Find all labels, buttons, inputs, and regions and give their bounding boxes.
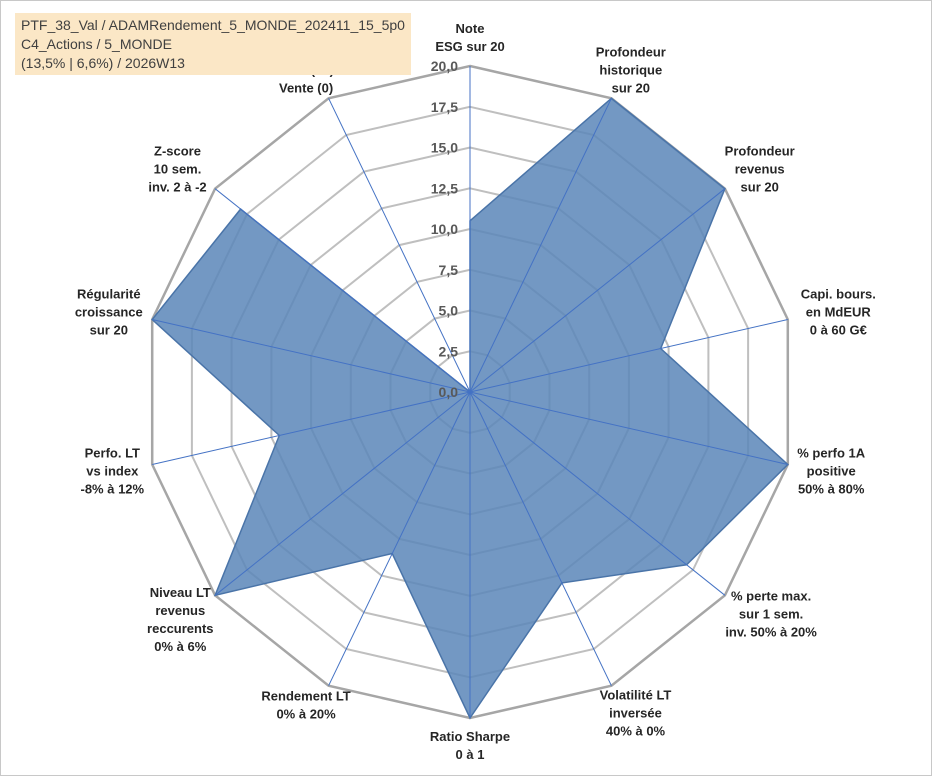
axis-label-line: Volatilité LT [600, 688, 672, 703]
axis-label-line: 50% à 80% [798, 481, 865, 496]
axis-label-line: Profondeur [596, 44, 666, 59]
radar-spoke [328, 391, 471, 686]
radar-spoke [469, 319, 788, 393]
axis-label-line: historique [599, 62, 662, 77]
radar-tick-label: 0,0 [439, 384, 459, 400]
axis-label-line: Perfo. LT [85, 445, 140, 460]
axis-label-line: sur 1 sem. [739, 607, 803, 622]
radar-axis-label: Perfo. LT vs index -8% à 12% [81, 445, 145, 496]
radar-axis-label: Ratio Sharpe 0 à 1 [430, 729, 510, 762]
axis-label-line: -8% à 12% [81, 481, 145, 496]
radar-tick-label: 5,0 [439, 303, 459, 319]
axis-label-line: 40% à 0% [606, 724, 666, 739]
radar-spoke [328, 98, 471, 393]
axis-label-line: Capi. bours. [801, 287, 876, 302]
axis-label-line: inversée [609, 706, 662, 721]
radar-spoke [469, 391, 726, 596]
axis-label-line: Rendement LT [261, 689, 350, 704]
radar-spokes [152, 66, 788, 718]
axis-label-line: inv. 50% à 20% [725, 625, 817, 640]
axis-label-line: Z-score [154, 143, 201, 158]
radar-tick-label: 10,0 [431, 221, 458, 237]
portfolio-name: PTF_38_Val / ADAMRendement_5_MONDE_20241… [21, 17, 405, 33]
radar-axis-label: % perte max. sur 1 sem. inv. 50% à 20% [725, 589, 817, 640]
axis-label-line: Vente (0) [279, 80, 333, 95]
radar-tick-labels: 0,0 2,5 5,0 7,5 10,0 12,5 15,0 17,5 20,0 [431, 58, 458, 400]
axis-label-line: sur 20 [741, 179, 779, 194]
radar-axis-label: Volatilité LT inversée 40% à 0% [600, 688, 672, 739]
axis-label-line: sur 20 [612, 80, 650, 95]
radar-axis-label: Profondeur historique sur 20 [596, 44, 666, 95]
radar-spoke [469, 98, 612, 393]
radar-axis-label: % perfo 1A positive 50% à 80% [797, 445, 866, 496]
axis-label-line: sur 20 [90, 323, 128, 338]
radar-spoke [469, 188, 726, 393]
radar-tick-label: 7,5 [439, 262, 459, 278]
axis-label-line: 0% à 20% [276, 707, 336, 722]
axis-label-line: Profondeur [725, 143, 795, 158]
axis-label-line: revenus [735, 161, 785, 176]
radar-spoke [152, 391, 471, 465]
axis-label-line: Ratio Sharpe [430, 729, 510, 744]
axis-label-line: revenus [155, 603, 205, 618]
portfolio-stats: (13,5% | 6,6%) / 2026W13 [21, 55, 185, 71]
radar-tick-label: 12,5 [431, 180, 458, 196]
axis-label-line: 0 à 1 [456, 747, 485, 762]
axis-label-line: ESG sur 20 [435, 39, 504, 54]
radar-axis-label: Capi. bours. en MdEUR 0 à 60 G€ [801, 287, 876, 338]
axis-label-line: 10 sem. [154, 161, 202, 176]
radar-spoke [214, 391, 471, 596]
axis-label-line: reccurents [147, 621, 213, 636]
radar-tick-label: 17,5 [431, 99, 458, 115]
radar-axis-label: Note ESG sur 20 [435, 21, 504, 54]
axis-label-line: % perfo 1A [797, 445, 866, 460]
radar-axis-label: Niveau LT revenus reccurents 0% à 6% [147, 585, 213, 654]
radar-axis-label: Profondeur revenus sur 20 [725, 143, 795, 194]
axis-label-line: % perte max. [731, 589, 811, 604]
radar-tick-label: 2,5 [439, 343, 459, 359]
axis-label-line: positive [807, 463, 856, 478]
radar-axis-label: Z-score 10 sem. inv. 2 à -2 [148, 143, 206, 194]
axis-label-line: 0 à 60 G€ [810, 323, 867, 338]
radar-spoke [469, 391, 788, 465]
axis-label-line: Niveau LT [150, 585, 211, 600]
axis-label-line: croissance [75, 305, 143, 320]
axis-label-line: Régularité [77, 287, 141, 302]
portfolio-info-box: PTF_38_Val / ADAMRendement_5_MONDE_20241… [15, 13, 411, 75]
radar-spoke [469, 391, 612, 686]
axis-label-line: en MdEUR [806, 305, 872, 320]
radar-spoke [152, 319, 471, 393]
radar-axis-label: Rendement LT 0% à 20% [261, 689, 350, 722]
radar-axis-labels: Note ESG sur 20 Profondeur historique sur 20… [75, 21, 876, 762]
radar-axis-label: Régularité croissance sur 20 [75, 287, 143, 338]
axis-label-line: inv. 2 à -2 [148, 179, 206, 194]
axis-label-line: Note [456, 21, 485, 36]
portfolio-category: C4_Actions / 5_MONDE [21, 36, 172, 52]
axis-label-line: 0% à 6% [154, 639, 206, 654]
axis-label-line: vs index [86, 463, 139, 478]
radar-tick-label: 20,0 [431, 58, 458, 74]
radar-tick-label: 15,0 [431, 140, 458, 156]
radar-spoke [214, 188, 471, 393]
